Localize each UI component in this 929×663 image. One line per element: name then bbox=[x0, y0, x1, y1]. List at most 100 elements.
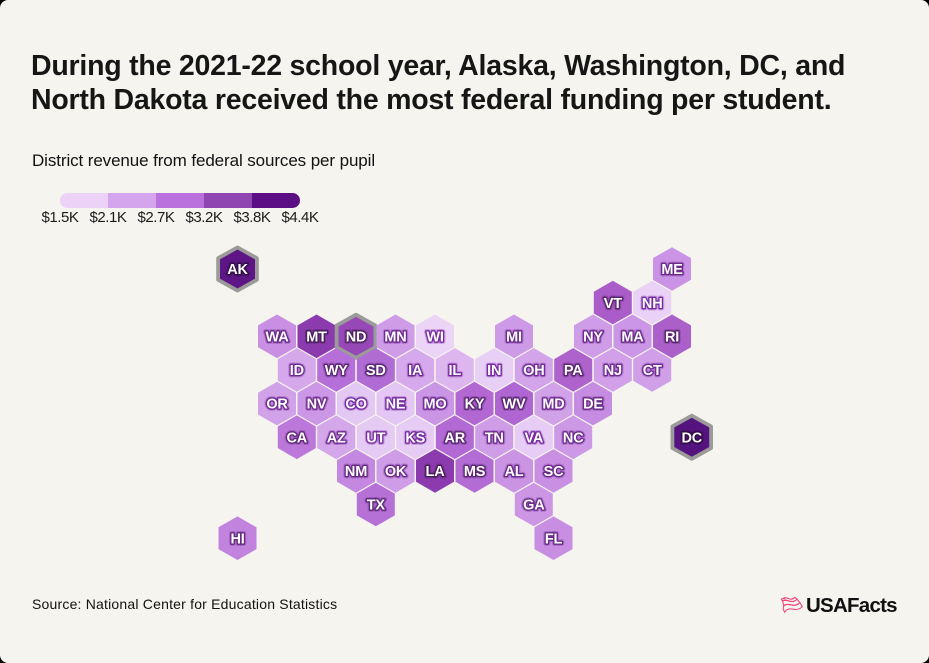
svg-text:VT: VT bbox=[604, 296, 622, 312]
svg-text:MD: MD bbox=[542, 397, 564, 413]
svg-text:WV: WV bbox=[503, 397, 526, 413]
svg-text:NY: NY bbox=[583, 329, 603, 345]
svg-text:AK: AK bbox=[227, 262, 248, 278]
svg-text:DC: DC bbox=[682, 430, 703, 446]
svg-text:WI: WI bbox=[426, 329, 443, 345]
svg-text:CO: CO bbox=[345, 397, 366, 413]
svg-text:OH: OH bbox=[523, 363, 544, 379]
svg-text:VT: VT bbox=[604, 296, 622, 312]
svg-text:IA: IA bbox=[408, 363, 423, 379]
svg-text:WA: WA bbox=[266, 329, 290, 345]
svg-text:MD: MD bbox=[542, 397, 564, 413]
svg-text:NE: NE bbox=[386, 397, 406, 413]
svg-text:RI: RI bbox=[665, 329, 679, 345]
svg-text:SD: SD bbox=[366, 363, 386, 379]
svg-text:MA: MA bbox=[621, 329, 644, 345]
svg-text:ND: ND bbox=[346, 329, 367, 345]
svg-text:PA: PA bbox=[564, 363, 583, 379]
svg-text:MN: MN bbox=[384, 329, 406, 345]
svg-text:MO: MO bbox=[424, 397, 447, 413]
svg-text:KY: KY bbox=[465, 397, 485, 413]
svg-text:NV: NV bbox=[307, 397, 327, 413]
svg-text:KS: KS bbox=[405, 430, 425, 446]
svg-text:CA: CA bbox=[287, 430, 308, 446]
svg-text:OR: OR bbox=[266, 397, 288, 413]
svg-text:MT: MT bbox=[306, 329, 327, 345]
svg-text:AZ: AZ bbox=[327, 430, 346, 446]
svg-text:MI: MI bbox=[506, 329, 522, 345]
svg-text:NC: NC bbox=[563, 430, 584, 446]
svg-text:AZ: AZ bbox=[327, 430, 346, 446]
svg-text:FL: FL bbox=[545, 531, 563, 547]
svg-text:OR: OR bbox=[266, 397, 288, 413]
svg-text:TN: TN bbox=[485, 430, 504, 446]
svg-text:MO: MO bbox=[424, 397, 447, 413]
svg-text:NJ: NJ bbox=[604, 363, 622, 379]
svg-text:DE: DE bbox=[583, 397, 603, 413]
svg-text:IN: IN bbox=[487, 363, 501, 379]
svg-text:TX: TX bbox=[367, 498, 386, 514]
svg-text:VA: VA bbox=[524, 430, 543, 446]
svg-text:IA: IA bbox=[408, 363, 423, 379]
svg-text:ID: ID bbox=[290, 363, 304, 379]
svg-text:AL: AL bbox=[505, 464, 524, 480]
svg-text:GA: GA bbox=[523, 498, 545, 514]
svg-text:WI: WI bbox=[426, 329, 443, 345]
svg-text:HI: HI bbox=[230, 531, 244, 547]
svg-text:WY: WY bbox=[325, 363, 348, 379]
svg-text:DE: DE bbox=[583, 397, 603, 413]
svg-text:KS: KS bbox=[405, 430, 425, 446]
svg-text:ID: ID bbox=[290, 363, 304, 379]
svg-text:WV: WV bbox=[503, 397, 526, 413]
svg-text:MS: MS bbox=[464, 464, 486, 480]
svg-text:IN: IN bbox=[487, 363, 501, 379]
svg-text:CT: CT bbox=[643, 363, 662, 379]
svg-text:SC: SC bbox=[544, 464, 564, 480]
svg-text:WY: WY bbox=[325, 363, 348, 379]
svg-text:NY: NY bbox=[583, 329, 603, 345]
svg-text:TN: TN bbox=[485, 430, 504, 446]
svg-text:FL: FL bbox=[545, 531, 563, 547]
svg-text:CT: CT bbox=[643, 363, 662, 379]
svg-text:NM: NM bbox=[345, 464, 367, 480]
svg-text:NE: NE bbox=[386, 397, 406, 413]
svg-text:KY: KY bbox=[465, 397, 485, 413]
svg-text:OK: OK bbox=[385, 464, 407, 480]
svg-text:MT: MT bbox=[306, 329, 327, 345]
svg-text:TX: TX bbox=[367, 498, 386, 514]
svg-text:NM: NM bbox=[345, 464, 367, 480]
svg-text:NH: NH bbox=[642, 296, 663, 312]
svg-text:OK: OK bbox=[385, 464, 407, 480]
svg-text:MI: MI bbox=[506, 329, 522, 345]
svg-text:HI: HI bbox=[230, 531, 244, 547]
svg-text:CO: CO bbox=[345, 397, 366, 413]
svg-text:NJ: NJ bbox=[604, 363, 622, 379]
svg-text:MS: MS bbox=[464, 464, 486, 480]
svg-text:NC: NC bbox=[563, 430, 584, 446]
svg-text:CA: CA bbox=[287, 430, 308, 446]
svg-text:MA: MA bbox=[621, 329, 644, 345]
svg-text:WA: WA bbox=[266, 329, 290, 345]
svg-text:AR: AR bbox=[445, 430, 466, 446]
svg-text:AR: AR bbox=[445, 430, 466, 446]
svg-text:UT: UT bbox=[366, 430, 385, 446]
svg-text:UT: UT bbox=[366, 430, 385, 446]
svg-text:ME: ME bbox=[661, 262, 683, 278]
svg-text:OH: OH bbox=[523, 363, 544, 379]
svg-text:NH: NH bbox=[642, 296, 663, 312]
svg-text:IL: IL bbox=[449, 363, 462, 379]
svg-text:LA: LA bbox=[426, 464, 446, 480]
svg-text:VA: VA bbox=[524, 430, 543, 446]
svg-text:SD: SD bbox=[366, 363, 386, 379]
svg-text:ME: ME bbox=[661, 262, 683, 278]
svg-text:MN: MN bbox=[384, 329, 406, 345]
svg-text:SC: SC bbox=[544, 464, 564, 480]
svg-text:RI: RI bbox=[665, 329, 679, 345]
svg-text:DC: DC bbox=[682, 430, 703, 446]
svg-text:GA: GA bbox=[523, 498, 545, 514]
svg-text:AK: AK bbox=[227, 262, 248, 278]
svg-text:AL: AL bbox=[505, 464, 524, 480]
svg-text:PA: PA bbox=[564, 363, 583, 379]
svg-text:NV: NV bbox=[307, 397, 327, 413]
svg-text:IL: IL bbox=[449, 363, 462, 379]
